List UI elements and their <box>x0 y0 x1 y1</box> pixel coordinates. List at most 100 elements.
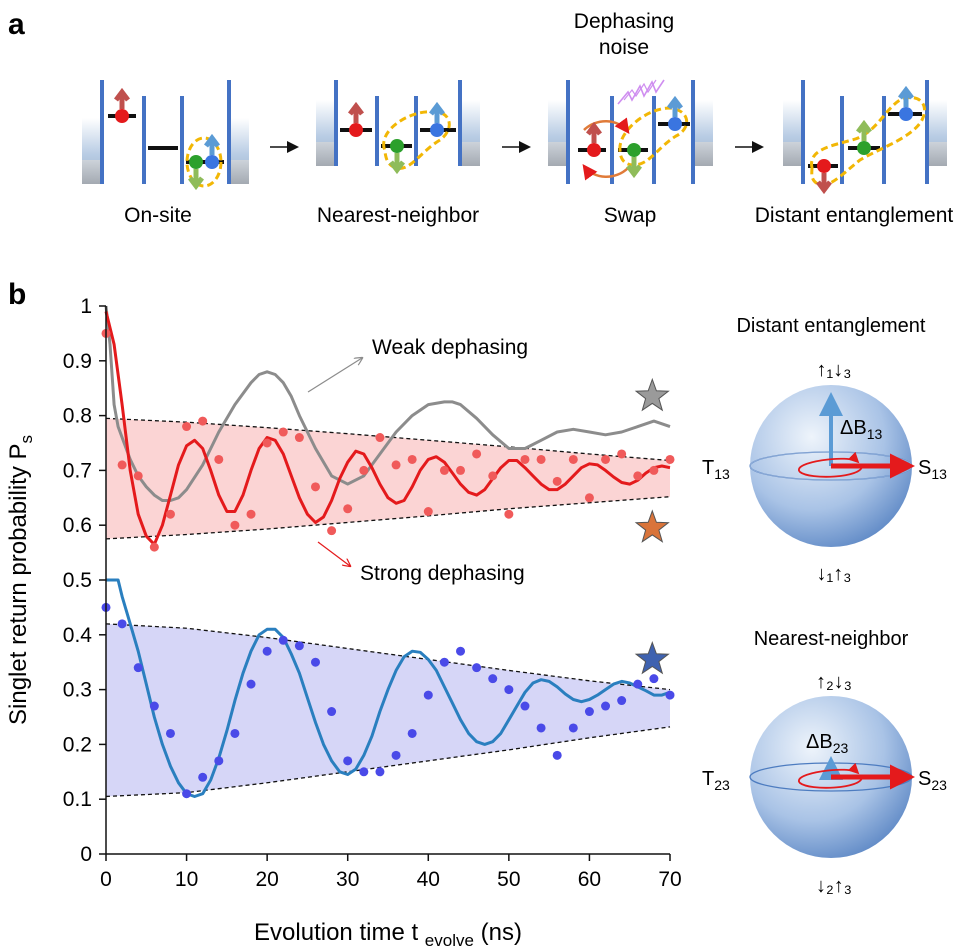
envelope-upper-1 <box>105 623 671 691</box>
sphere-distant-right-label: S13 <box>918 457 947 482</box>
data-point <box>601 701 611 711</box>
data-point <box>117 460 127 470</box>
data-point <box>133 471 143 481</box>
data-point <box>391 460 401 470</box>
data-point <box>230 728 240 738</box>
y-tick-label: 0 <box>80 843 92 866</box>
data-point <box>665 454 675 464</box>
data-point <box>536 454 546 464</box>
envelope-lower-0 <box>105 496 671 540</box>
data-point <box>472 449 482 459</box>
data-point <box>375 767 385 777</box>
x-tick-label: 40 <box>417 868 440 891</box>
data-point <box>552 750 562 760</box>
data-point <box>359 767 369 777</box>
data-point <box>391 750 401 760</box>
data-point <box>649 674 659 684</box>
dephasing-noise-label-2: noise <box>599 36 649 59</box>
data-point <box>278 635 288 645</box>
y-tick-label: 0.4 <box>63 624 93 647</box>
weak-dephasing-label: Weak dephasing <box>372 336 528 359</box>
y-axis-label: Singlet return probability Ps <box>5 435 36 725</box>
sphere-nearest-top-label: ↑₂↓₃ <box>816 671 852 693</box>
data-point <box>198 416 208 426</box>
sphere-distant-field: ΔB13 <box>840 417 882 442</box>
data-point <box>198 772 208 782</box>
y-tick-label: 1 <box>80 295 92 318</box>
star-marker-2 <box>634 641 670 675</box>
data-point <box>504 685 514 695</box>
sphere-nearest-field: ΔB23 <box>806 731 848 756</box>
y-tick-label: 0.2 <box>63 733 92 756</box>
data-point <box>230 520 240 530</box>
strong-dephasing-label: Strong dephasing <box>360 562 525 585</box>
x-tick-label: 30 <box>336 868 359 891</box>
data-point <box>117 619 127 629</box>
data-point <box>633 679 643 689</box>
data-point <box>327 707 337 717</box>
stage-nearest-neighbor <box>316 80 480 175</box>
x-axis-label: Evolution time t evolve (ns) <box>254 919 522 950</box>
stage-swap: Dephasing noise <box>548 10 713 184</box>
stage-on-site <box>82 80 249 191</box>
data-point <box>617 449 627 459</box>
data-point <box>520 454 530 464</box>
data-point <box>536 723 546 733</box>
data-point <box>407 728 417 738</box>
data-point <box>584 493 594 503</box>
stage-distant-entanglement <box>783 80 947 195</box>
data-point <box>375 433 385 443</box>
sphere-nearest-title: Nearest-neighbor <box>754 628 909 650</box>
y-tick-label: 0.9 <box>63 350 92 373</box>
x-axis-label-main: Evolution time t <box>254 919 425 946</box>
data-point <box>165 509 175 519</box>
data-point <box>504 509 514 519</box>
series-line-1 <box>104 311 671 546</box>
data-point <box>149 701 159 711</box>
y-axis-label-sub: s <box>17 435 36 444</box>
stage-label-swap: Swap <box>604 204 657 227</box>
data-point <box>423 507 433 516</box>
data-point <box>133 663 143 673</box>
stage-label-nearest-neighbor: Nearest-neighbor <box>317 204 479 227</box>
data-point <box>488 471 498 481</box>
panel-b-label: b <box>8 278 26 311</box>
y-tick-label: 0.5 <box>63 569 92 592</box>
data-point <box>294 433 304 443</box>
y-tick-label: 0.7 <box>63 459 92 482</box>
chart: 0 10 20 30 40 50 60 70 0 0.1 0.2 0.3 0.4 0.5 0.6 0.7 0.8… <box>5 295 682 950</box>
sphere-nearest: Nearest-neighbor ↑₂↓₃ ΔB23 T23 S23 ↓₂↑₃ <box>702 628 947 897</box>
data-point <box>294 641 304 651</box>
data-point <box>310 482 320 492</box>
data-point <box>568 723 578 733</box>
envelope-lower-1 <box>105 726 671 798</box>
star-marker-0 <box>634 377 670 412</box>
y-tick-label: 0.3 <box>63 679 92 702</box>
data-point <box>246 679 256 689</box>
panel-a-stages: Dephasing noise <box>82 10 947 195</box>
data-point <box>278 427 288 437</box>
data-point <box>359 465 369 475</box>
data-point <box>343 504 353 514</box>
stage-label-on-site: On-site <box>124 204 192 227</box>
data-point <box>262 438 272 448</box>
stage-label-distant-entanglement: Distant entanglement <box>755 204 954 227</box>
strong-dephasing-arrow <box>317 541 350 566</box>
data-point <box>182 789 192 799</box>
data-point <box>472 663 482 673</box>
data-point <box>520 701 530 711</box>
data-point <box>488 674 498 684</box>
y-tick-label: 0.8 <box>63 405 92 428</box>
data-point <box>568 454 578 464</box>
data-point <box>407 454 417 464</box>
data-point <box>246 509 256 519</box>
x-tick-label: 50 <box>497 868 520 891</box>
data-point <box>149 542 159 552</box>
data-point <box>439 465 449 475</box>
noise-zigzag-icon <box>617 79 665 105</box>
dephasing-noise-label-1: Dephasing <box>574 10 674 33</box>
y-tick-label: 0.6 <box>63 514 92 537</box>
x-axis-label-unit: (ns) <box>474 919 522 946</box>
data-point <box>423 690 433 700</box>
